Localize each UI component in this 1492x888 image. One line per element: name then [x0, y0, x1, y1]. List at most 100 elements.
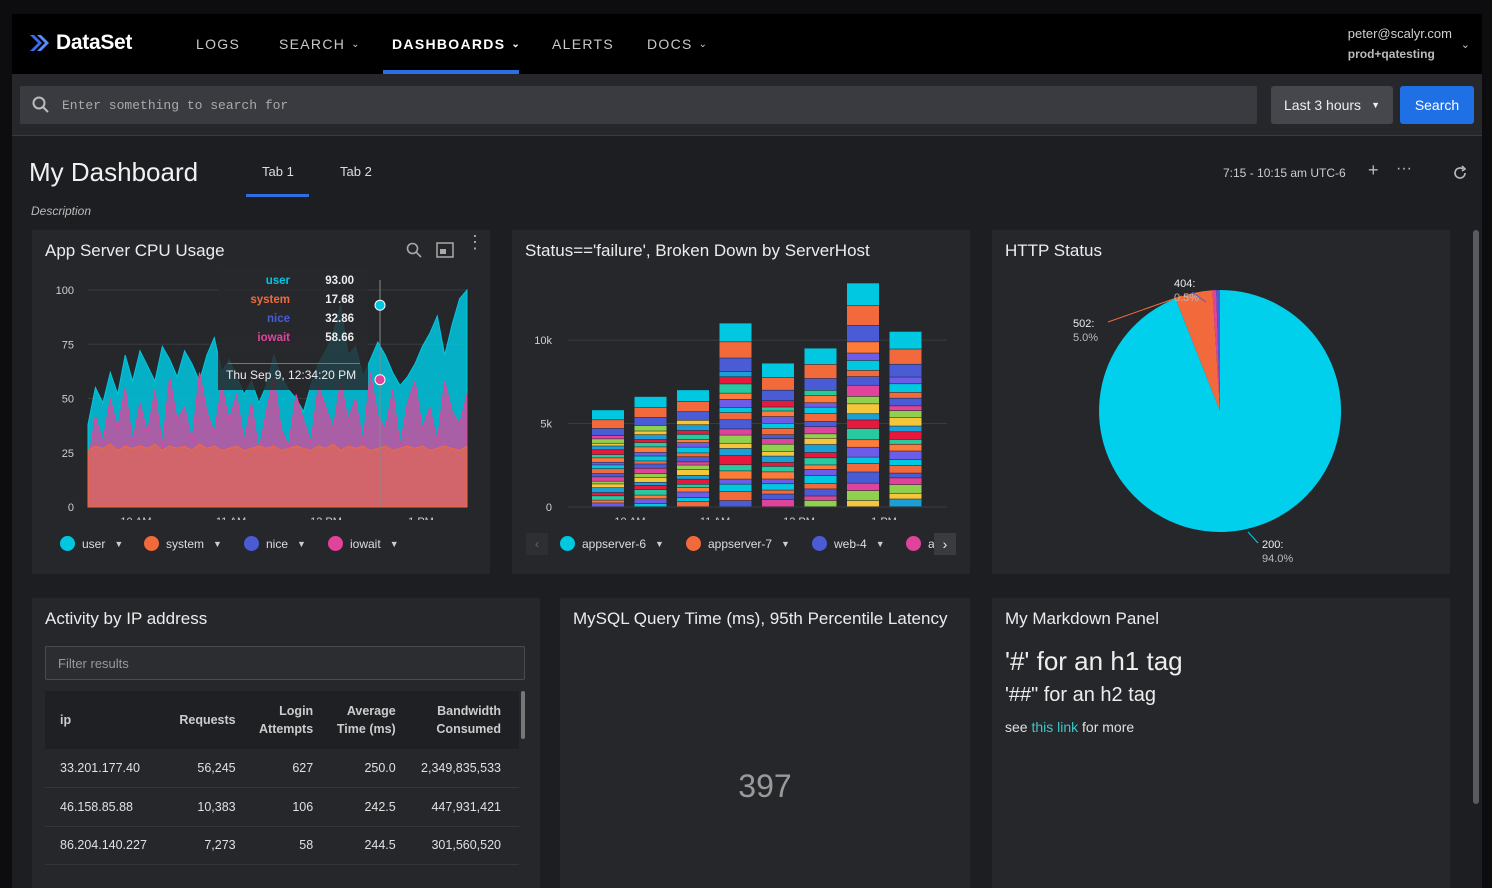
bar-segment [889, 349, 922, 364]
legend-next-icon[interactable]: › [934, 533, 956, 555]
pie-leader-line [1247, 531, 1259, 544]
bar-segment [762, 390, 794, 401]
bar-segment [592, 469, 624, 474]
legend-label: iowait [350, 536, 381, 551]
filter-input[interactable] [46, 647, 524, 679]
dashboard-description[interactable]: Description [31, 204, 92, 218]
nav-search[interactable]: SEARCH ⌄ [279, 36, 361, 52]
bar-segment [719, 393, 752, 399]
pie-slice-other[interactable] [1212, 290, 1220, 411]
bar-segment [804, 469, 837, 476]
pie-slice-200[interactable] [1099, 290, 1342, 532]
nav-dashboards[interactable]: DASHBOARDS ⌄ [392, 36, 521, 52]
table-row[interactable]: 86.204.140.227 7,273 58 244.5 301,560,520 [45, 826, 519, 865]
table-scrollbar[interactable] [521, 691, 525, 739]
chevron-down-icon: ⌄ [698, 38, 709, 50]
bar-segment [847, 404, 879, 414]
user-menu[interactable]: peter@scalyr.com prod+qatesting [1348, 26, 1452, 61]
bar-segment [677, 425, 709, 431]
bar-segment [677, 479, 709, 484]
legend-item-system[interactable]: system ▼ [144, 536, 222, 551]
bar-segment [677, 487, 709, 492]
table-body: 33.201.177.40 56,245 627 250.0 2,349,835,533… [45, 749, 519, 865]
table-cell: 627 [253, 749, 332, 788]
page-scrollbar[interactable] [1473, 230, 1479, 804]
column-header[interactable]: Average Time (ms) [331, 691, 414, 749]
table-row[interactable]: 33.201.177.40 56,245 627 250.0 2,349,835,533 [45, 749, 519, 788]
legend-label: nice [266, 536, 289, 551]
bar-segment [719, 399, 752, 408]
add-icon[interactable]: + [1368, 160, 1379, 180]
legend-item-nice[interactable]: nice ▼ [244, 536, 306, 551]
markdown-link[interactable]: this link [1031, 719, 1079, 735]
legend-item-appserver-6[interactable]: appserver-6 ▼ [560, 536, 664, 551]
bar-segment [719, 371, 752, 377]
bar-segment [762, 428, 794, 435]
bar-segment [762, 490, 794, 494]
table-cell: 46.158.85.88 [45, 787, 174, 827]
bar-segment [634, 442, 667, 447]
legend-item-appserver-7[interactable]: appserver-7 ▼ [686, 536, 790, 551]
pie-leader-line [1107, 295, 1183, 323]
expand-icon[interactable] [436, 242, 454, 258]
legend-prev-icon[interactable]: ‹ [526, 533, 548, 555]
bar-segment [762, 479, 794, 484]
tab-2[interactable]: Tab 2 [340, 164, 372, 179]
bar-segment [634, 456, 667, 461]
kebab-menu-icon[interactable]: ⋮ [466, 232, 484, 252]
bar-segment [677, 390, 709, 402]
caret-down-icon: ▼ [655, 538, 664, 549]
bar-segment [719, 491, 752, 501]
column-header[interactable]: Login Attempts [253, 691, 332, 749]
bar-segment [677, 412, 709, 420]
table-cell: 106 [253, 787, 332, 827]
markdown-paragraph: see this link for more [1005, 719, 1134, 735]
search-button[interactable]: Search [1400, 86, 1474, 124]
panel-title: My Markdown Panel [1005, 609, 1160, 628]
bar-segment [677, 420, 709, 425]
refresh-icon[interactable] [1452, 165, 1468, 181]
legend-item-user[interactable]: user ▼ [60, 536, 123, 551]
column-header[interactable]: ip [45, 691, 174, 749]
bar-segment [762, 416, 794, 424]
search-input[interactable] [62, 86, 1242, 124]
nav-logs[interactable]: LOGS [196, 36, 240, 52]
cpu-chart[interactable]: 0 25 50 75 100 10 AM 11 AM 12 PM 1 PM [32, 270, 490, 520]
markdown-h1: '#' for an h1 tag [1005, 646, 1183, 676]
legend-swatch [244, 536, 259, 551]
nav-alerts-label: ALERTS [552, 36, 615, 52]
nav-alerts[interactable]: ALERTS [552, 36, 614, 52]
legend-item-web-4[interactable]: web-4 ▼ [812, 536, 885, 551]
search-icon[interactable] [406, 242, 422, 258]
pie-slice-404[interactable] [1216, 290, 1220, 411]
nav-docs[interactable]: DOCS ⌄ [647, 36, 708, 52]
bar-segment [889, 406, 922, 411]
bar-segment [804, 395, 837, 403]
status-chart[interactable]: 0 5k 10k 10 AM 11 AM 12 PM 1 PM [512, 270, 970, 520]
more-options-icon[interactable]: ··· [1396, 160, 1412, 177]
dataset-logo-icon [30, 35, 49, 51]
cpu-usage-panel: App Server CPU Usage ⋮ 0 25 50 75 100 10 AM 11… [32, 230, 490, 574]
filter-field[interactable] [45, 646, 525, 680]
column-header[interactable]: Requests [173, 691, 254, 749]
search-field[interactable] [20, 86, 1257, 124]
bar-segment [804, 390, 837, 396]
bar-segment [804, 483, 837, 489]
y-tick-label: 0 [546, 502, 552, 514]
pie-slice-502[interactable] [1175, 290, 1221, 411]
legend-item-iowait[interactable]: iowait ▼ [328, 536, 399, 551]
column-header[interactable]: Bandwidth Consumed [413, 691, 519, 749]
bar-segment [634, 434, 667, 440]
pie-label-name: 502: [1073, 318, 1094, 330]
http-status-pie[interactable]: 502: 5.0% 404: 0.5% 200: 94.0% [992, 230, 1450, 574]
logo[interactable]: DataSet [28, 31, 132, 55]
bar-segment [592, 492, 624, 496]
time-range-dropdown[interactable]: Last 3 hours ▼ [1271, 86, 1393, 124]
table-cell: 10,383 [173, 787, 254, 827]
chevron-down-icon[interactable]: ⌄ [1460, 39, 1470, 51]
tab-1[interactable]: Tab 1 [262, 164, 294, 179]
bar-segment [719, 323, 752, 342]
bar-segment [804, 500, 837, 507]
legend-item-partial[interactable]: a [906, 536, 935, 551]
table-row[interactable]: 46.158.85.88 10,383 106 242.5 447,931,421 [45, 787, 519, 827]
